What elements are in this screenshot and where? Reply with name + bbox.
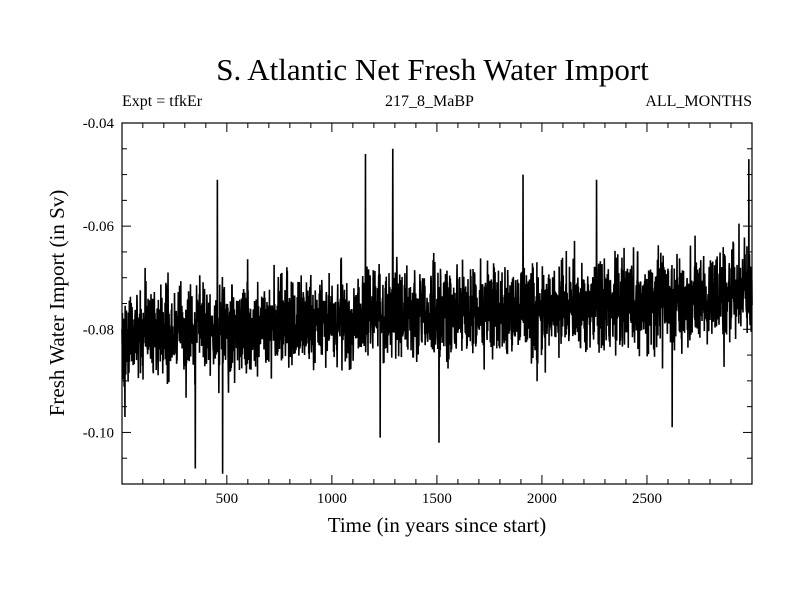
x-tick-label: 1000 (317, 491, 347, 507)
experiment-label: Expt = tfkEr (122, 93, 203, 110)
months-label: ALL_MONTHS (645, 93, 752, 110)
series-line (121, 148, 753, 474)
x-tick-label: 2000 (527, 491, 557, 507)
y-axis-title: Fresh Water Import (in Sv) (45, 190, 69, 417)
series-layer (121, 148, 753, 474)
y-tick-label: -0.10 (83, 425, 114, 441)
y-tick-label: -0.06 (83, 219, 115, 235)
x-tick-label: 2500 (632, 491, 662, 507)
x-tick-label: 500 (216, 491, 239, 507)
y-tick-label: -0.08 (83, 322, 114, 338)
run-label: 217_8_MaBP (385, 93, 474, 110)
x-axis-title: Time (in years since start) (328, 513, 547, 537)
axes-layer: 500 1000 1500 2000 2500 -0.10 -0.08 -0.06 -0.04 (83, 116, 753, 507)
chart-title: S. Atlantic Net Fresh Water Import (216, 52, 649, 87)
x-tick-label: 1500 (422, 491, 452, 507)
y-tick-label: -0.04 (83, 116, 115, 132)
